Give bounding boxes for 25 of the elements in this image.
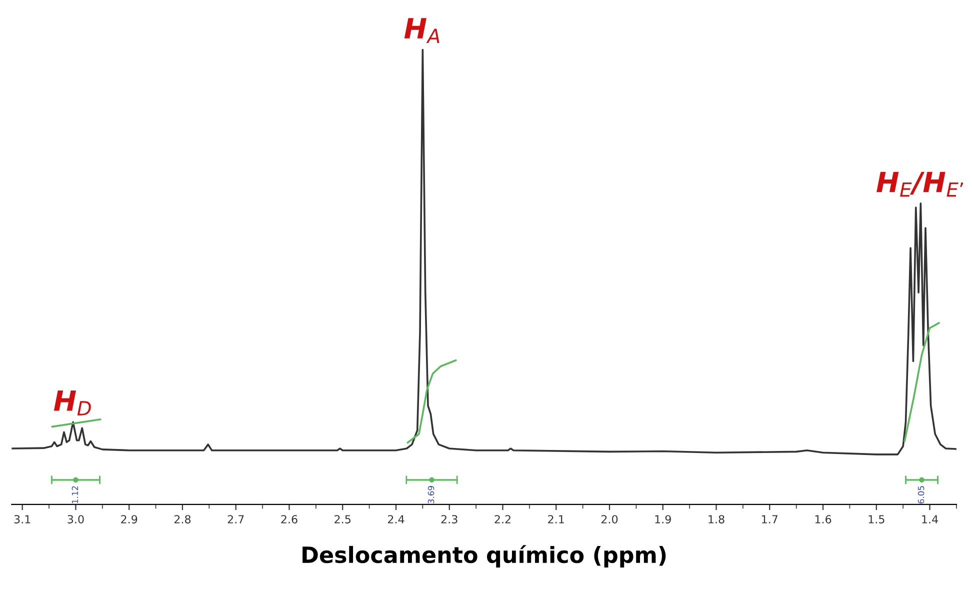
x-tick-label: 3.1 [14,515,30,524]
annotation: 1.12 [72,486,78,504]
x-tick-label: 1.6 [815,515,832,524]
annotation: H$_{E}$/H$_{E’}$ [876,172,963,197]
x-tick-label: 2.2 [494,515,510,524]
annotation: H$_{A}$ [404,18,440,43]
x-tick-label: 2.3 [441,515,458,524]
x-tick-label: 2.1 [548,515,564,524]
x-tick-label: 1.4 [922,515,938,524]
x-tick-label: 1.5 [868,515,884,524]
x-tick-label: 1.7 [762,515,778,524]
x-tick-label: 2.8 [174,515,191,524]
annotation: H$_{D}$ [54,390,91,416]
x-tick-label: 2.9 [121,515,138,524]
x-tick-label: 2.0 [601,515,618,524]
x-tick-label: 1.9 [655,515,671,524]
x-tick-label: 1.8 [708,515,724,524]
x-tick-label: 2.6 [281,515,298,524]
annotation: 6.05 [918,486,924,504]
x-tick-label: 2.4 [388,515,404,524]
x-tick-label: 3.0 [68,515,84,524]
x-axis-title: Deslocamento químico (ppm) [302,545,666,568]
x-tick-label: 2.5 [334,515,350,524]
annotation: 3.69 [428,486,434,504]
x-tick-label: 2.7 [228,515,244,524]
